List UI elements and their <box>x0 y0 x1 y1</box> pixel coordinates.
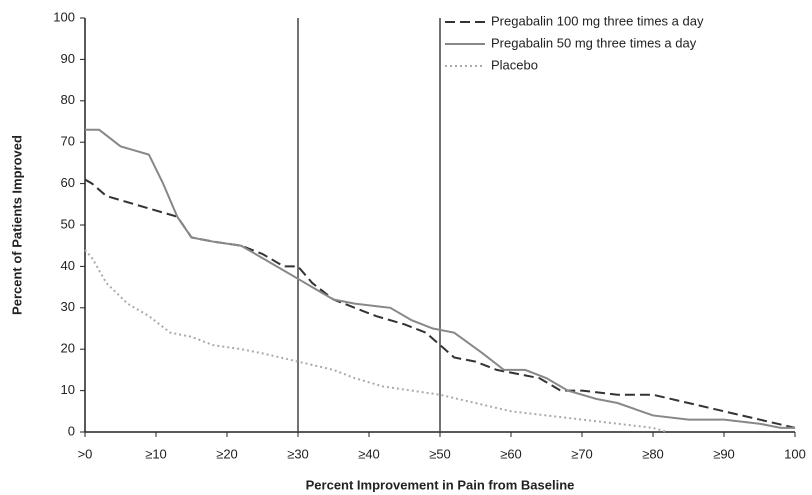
x-tick-label: ≥50 <box>429 446 451 461</box>
x-tick-label: >0 <box>78 446 93 461</box>
x-tick-label: ≥10 <box>145 446 167 461</box>
x-tick-label: ≥60 <box>500 446 522 461</box>
legend-label: Placebo <box>491 57 538 72</box>
y-tick-label: 60 <box>61 175 75 190</box>
y-tick-label: 0 <box>68 423 75 438</box>
x-tick-label: ≥20 <box>216 446 238 461</box>
x-tick-label: ≥70 <box>571 446 593 461</box>
x-tick-label: ≥30 <box>287 446 309 461</box>
y-tick-label: 80 <box>61 92 75 107</box>
x-axis-label: Percent Improvement in Pain from Baselin… <box>306 477 575 492</box>
series-line <box>85 128 795 429</box>
x-tick-label: ≥90 <box>713 446 735 461</box>
y-tick-label: 30 <box>61 299 75 314</box>
y-tick-label: 70 <box>61 134 75 149</box>
series-line <box>84 249 668 433</box>
legend-label: Pregabalin 100 mg three times a day <box>491 13 704 28</box>
y-tick-label: 50 <box>61 216 75 231</box>
y-tick-label: 40 <box>61 258 75 273</box>
y-tick-label: 10 <box>61 382 75 397</box>
y-tick-label: 90 <box>61 51 75 66</box>
x-tick-label: 100 <box>784 446 806 461</box>
x-tick-label: ≥80 <box>642 446 664 461</box>
x-tick-label: ≥40 <box>358 446 380 461</box>
y-tick-label: 100 <box>53 9 75 24</box>
legend-label: Pregabalin 50 mg three times a day <box>491 35 697 50</box>
y-axis-label: Percent of Patients Improved <box>9 135 24 315</box>
y-tick-label: 20 <box>61 341 75 356</box>
